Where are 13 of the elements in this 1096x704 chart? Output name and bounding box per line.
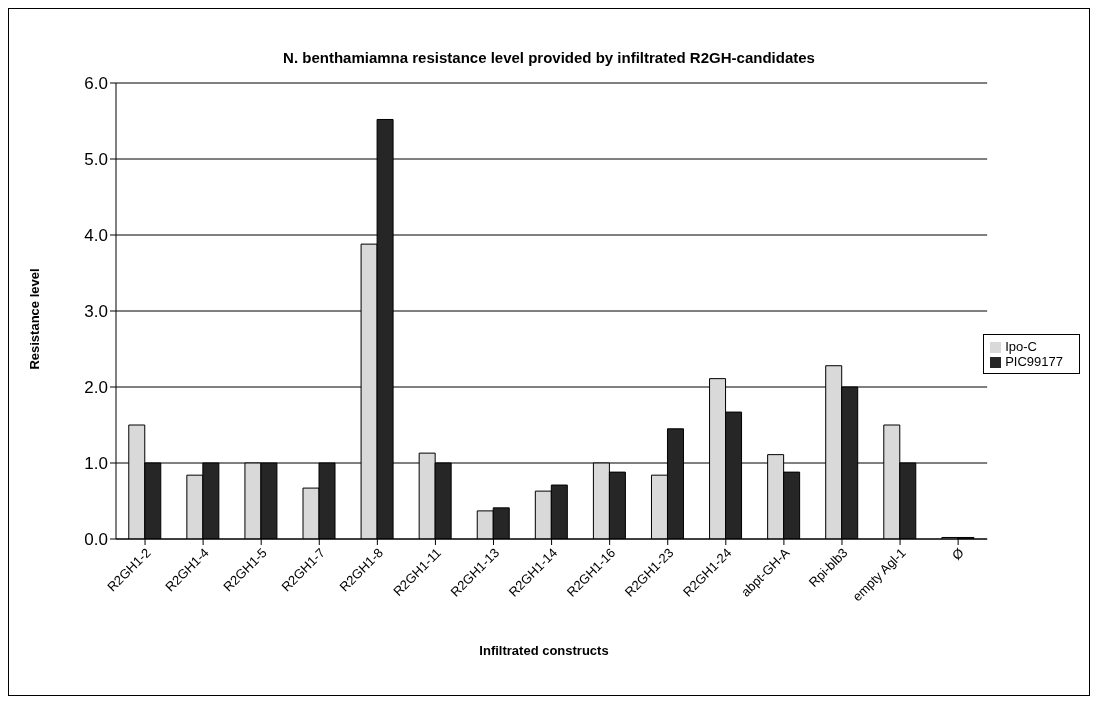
y-tick-label: 0.0	[84, 530, 108, 550]
x-tick-label: Ø	[949, 545, 967, 563]
legend-label: Ipo-C	[1005, 339, 1037, 354]
y-tick-label: 2.0	[84, 378, 108, 398]
y-tick-label: 4.0	[84, 226, 108, 246]
chart-title: N. benthamiamna resistance level provided by infiltrated R2GH-candidates	[282, 49, 816, 66]
x-axis-title: Infiltrated constructs	[478, 643, 610, 658]
legend-label: PIC99177	[1005, 354, 1063, 369]
y-tick-label: 6.0	[84, 74, 108, 94]
y-tick-label: 3.0	[84, 302, 108, 322]
y-axis-title: Resistance level	[26, 268, 42, 370]
y-tick-label: 1.0	[84, 454, 108, 474]
y-tick-label: 5.0	[84, 150, 108, 170]
